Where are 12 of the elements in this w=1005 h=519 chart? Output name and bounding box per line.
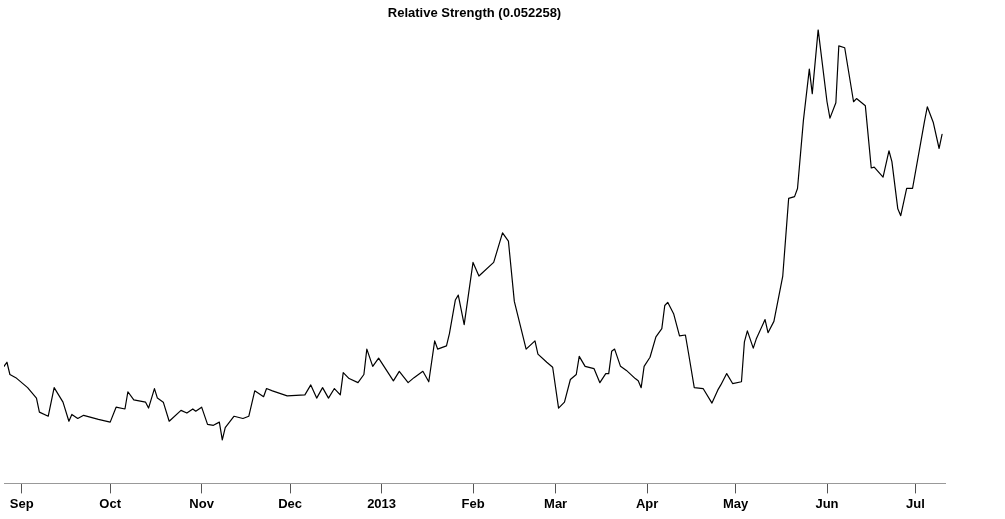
- x-tick-label: Dec: [278, 495, 303, 511]
- x-tick-label: Mar: [544, 495, 568, 511]
- x-tick-label: 2013: [367, 495, 397, 511]
- x-tick-label: Feb: [461, 495, 485, 511]
- x-tick-label: Oct: [99, 495, 122, 511]
- x-tick-label: Jul: [906, 495, 925, 511]
- x-tick-label: Jun: [815, 495, 839, 511]
- x-tick-label: Nov: [189, 495, 215, 511]
- x-tick-label: Sep: [9, 495, 34, 511]
- x-tick-label: May: [722, 495, 749, 511]
- x-tick-label: Apr: [635, 495, 659, 511]
- chart-title: Relative Strength (0.052258): [387, 5, 562, 21]
